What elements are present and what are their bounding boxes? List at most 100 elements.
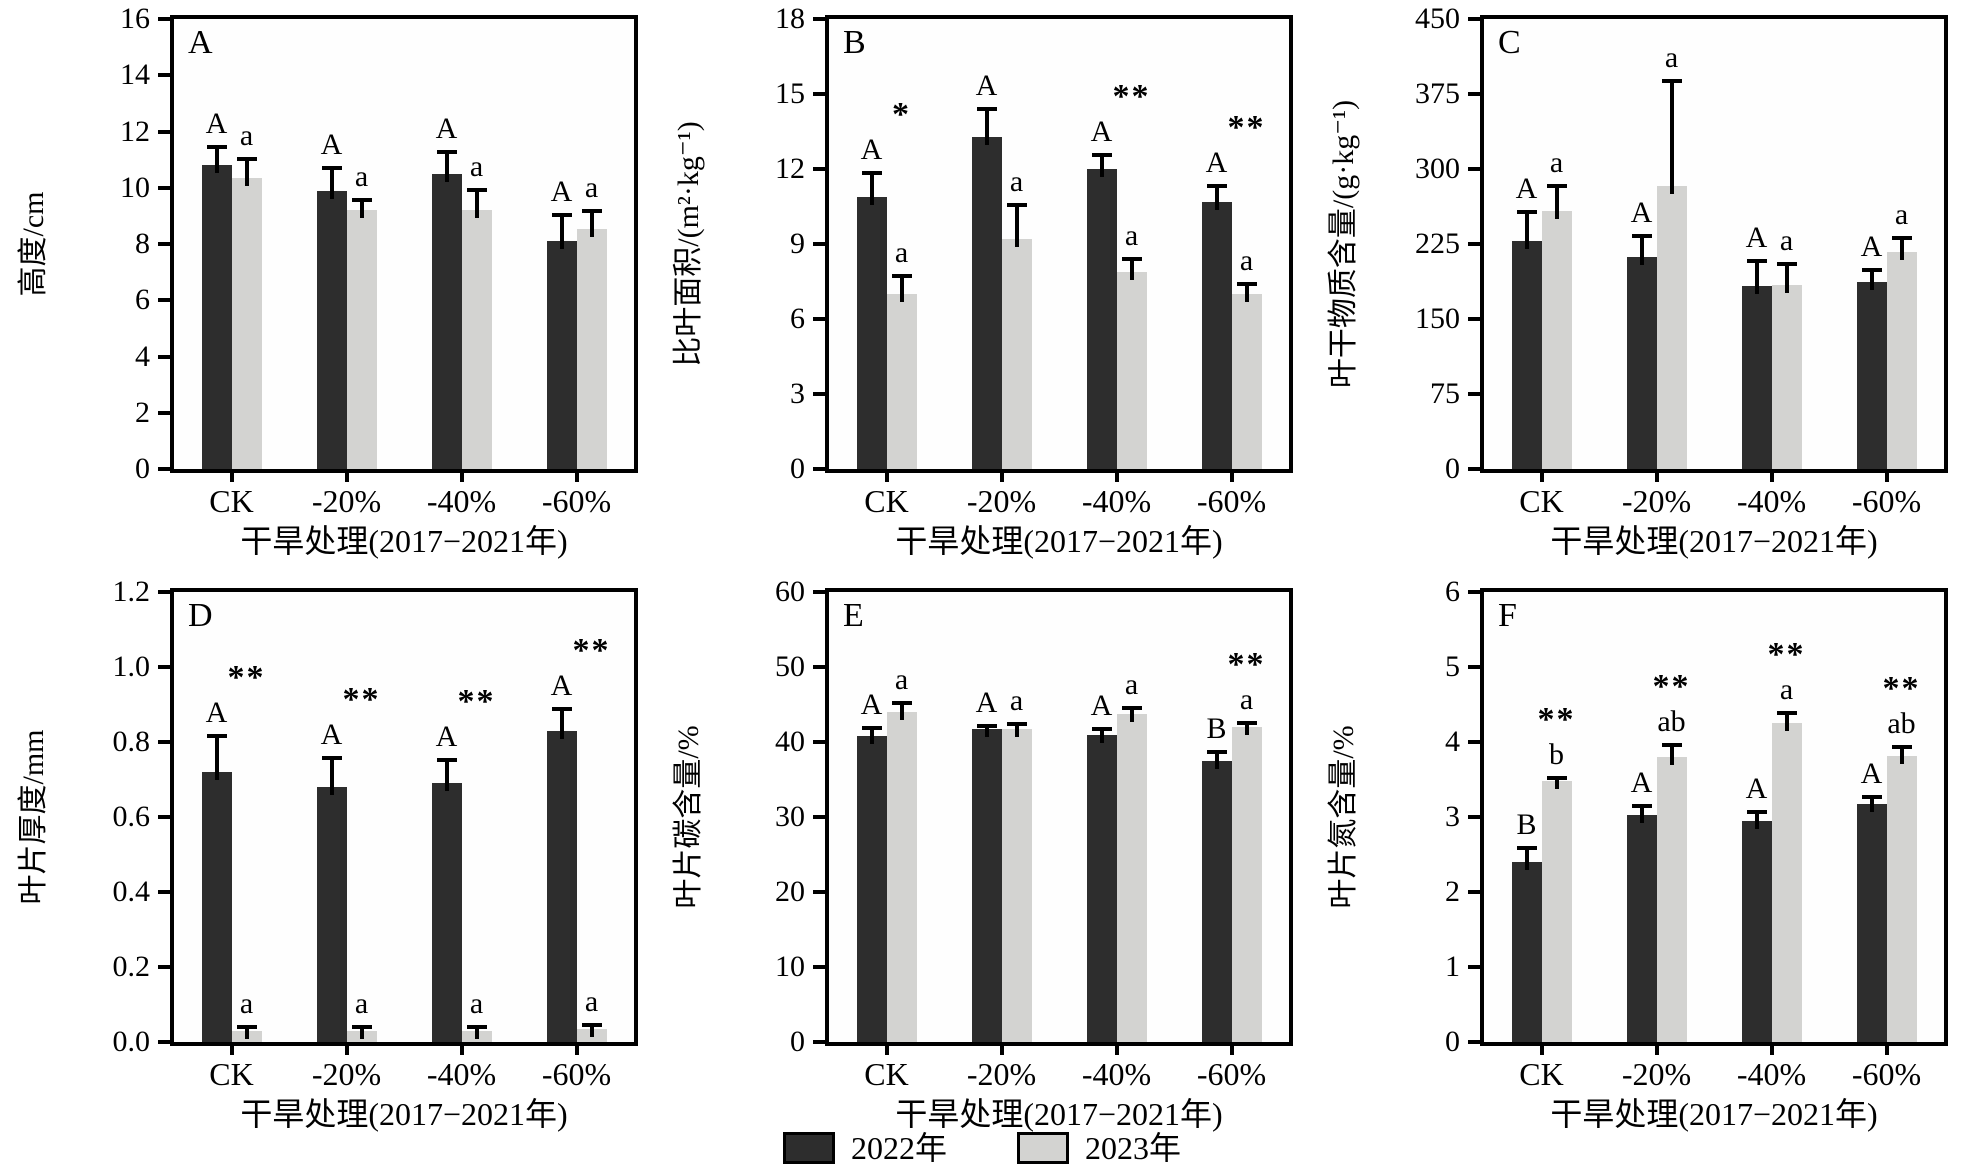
error-bar-cap (1121, 705, 1142, 710)
y-tick-mark (158, 298, 170, 303)
error-bar-cap (1861, 795, 1882, 799)
error-bar-cap (976, 106, 997, 111)
x-tick-mark (459, 1046, 464, 1055)
error-bar-cap (861, 170, 882, 175)
sig-stars: * (892, 95, 911, 133)
sig-letter: ab (1657, 704, 1686, 738)
error-bar-cap (351, 198, 372, 202)
error-bar-cap (466, 1025, 487, 1030)
error-bar-cap (1091, 726, 1112, 731)
bar-2022年--40% (431, 173, 462, 469)
y-tick-label: 0.4 (112, 875, 151, 908)
sig-letter: a (354, 160, 369, 193)
error-bar-cap (236, 1025, 257, 1030)
sig-letter: a (584, 985, 599, 1019)
x-axis-title: 干旱处理(2017−2021年) (895, 523, 1223, 559)
error-bar-cap (466, 188, 487, 193)
x-tick-mark (1884, 473, 1889, 482)
y-tick-mark (813, 17, 825, 21)
y-tick-mark (813, 740, 825, 744)
sig-letter: a (1124, 667, 1139, 701)
bar-2023年-CK (886, 712, 917, 1042)
y-tick-label: 40 (775, 725, 805, 758)
sig-letter: A (1745, 772, 1768, 805)
sig-letter: A (1860, 230, 1883, 263)
sig-letter: A (860, 688, 883, 721)
panel-letter-A: A (188, 24, 213, 61)
bar-2023年-CK (231, 177, 262, 469)
x-category-label: -20% (966, 1056, 1037, 1092)
sig-letter: a (1009, 165, 1024, 198)
error-bar-cap (1661, 79, 1682, 83)
error-bar (559, 708, 564, 739)
sig-stars: ** (1227, 645, 1266, 683)
error-bar (329, 757, 334, 795)
sig-stars: ** (1227, 109, 1266, 147)
bar-2023年--60% (1231, 727, 1262, 1042)
sig-stars: ** (1537, 701, 1576, 739)
x-tick-mark (1229, 1046, 1234, 1055)
y-axis-title: 叶片厚度/mm (17, 729, 50, 905)
sig-letter: A (550, 175, 573, 209)
y-tick-label: 0.6 (112, 800, 151, 833)
sig-letter: a (1894, 198, 1909, 231)
bar-2022年-CK (1511, 862, 1542, 1042)
y-tick-mark (158, 73, 170, 78)
bar-2022年--20% (316, 787, 347, 1042)
bar-2023年-CK (1541, 781, 1572, 1042)
x-tick-mark (1114, 473, 1119, 482)
error-bar (1869, 269, 1874, 290)
error-bar (1754, 260, 1759, 294)
panel-letter-B: B (843, 24, 866, 61)
error-bar (1669, 80, 1674, 194)
sig-stars: ** (1882, 669, 1921, 707)
x-category-label: -40% (1736, 1056, 1807, 1092)
y-tick-label: 14 (120, 58, 150, 92)
y-tick-label: 2 (135, 395, 150, 429)
x-axis-title: 干旱处理(2017−2021年) (240, 523, 568, 559)
y-tick-label: 18 (775, 2, 805, 35)
error-bar-cap (1546, 776, 1567, 781)
y-tick-mark (1468, 890, 1480, 894)
y-tick-label: 9 (790, 227, 805, 260)
sig-letter: a (894, 662, 909, 696)
y-tick-label: 300 (1415, 152, 1460, 185)
error-bar-cap (891, 274, 912, 279)
x-tick-mark (574, 473, 579, 482)
sig-stars: ** (227, 658, 266, 696)
sig-letter: A (975, 68, 998, 102)
bar-2023年--60% (1886, 252, 1917, 469)
x-category-label: CK (1519, 483, 1564, 519)
legend-swatch-2022 (782, 1132, 835, 1164)
y-tick-mark (813, 590, 825, 594)
sig-letter: a (894, 236, 909, 270)
sig-letter: B (1516, 808, 1537, 841)
sig-stars: ** (1767, 636, 1806, 673)
y-tick-label: 10 (775, 950, 805, 983)
y-tick-mark (158, 815, 170, 819)
error-bar-cap (1006, 203, 1027, 207)
y-tick-label: 8 (135, 227, 150, 260)
error-bar (1869, 796, 1874, 812)
error-bar-cap (1746, 810, 1767, 814)
sig-letter: a (469, 150, 484, 184)
error-bar (214, 145, 219, 174)
x-tick-mark (1114, 1046, 1119, 1055)
bar-2022年--60% (1856, 282, 1887, 469)
bar-2023年--40% (1116, 714, 1147, 1042)
sig-letter: A (1860, 757, 1883, 790)
error-bar-cap (1891, 236, 1912, 240)
y-tick-label: 0.8 (112, 725, 151, 758)
y-tick-label: 15 (775, 77, 805, 110)
y-tick-label: 50 (775, 650, 805, 683)
error-bar (444, 758, 449, 792)
bar-2022年--60% (1201, 760, 1232, 1042)
error-bar-cap (1776, 262, 1797, 266)
y-tick-label: 1 (1445, 950, 1460, 983)
sig-letter: A (1745, 221, 1768, 254)
error-bar-cap (206, 733, 227, 738)
panel-letter-E: E (843, 597, 864, 634)
y-tick-label: 6 (790, 302, 805, 335)
x-tick-mark (344, 473, 349, 482)
